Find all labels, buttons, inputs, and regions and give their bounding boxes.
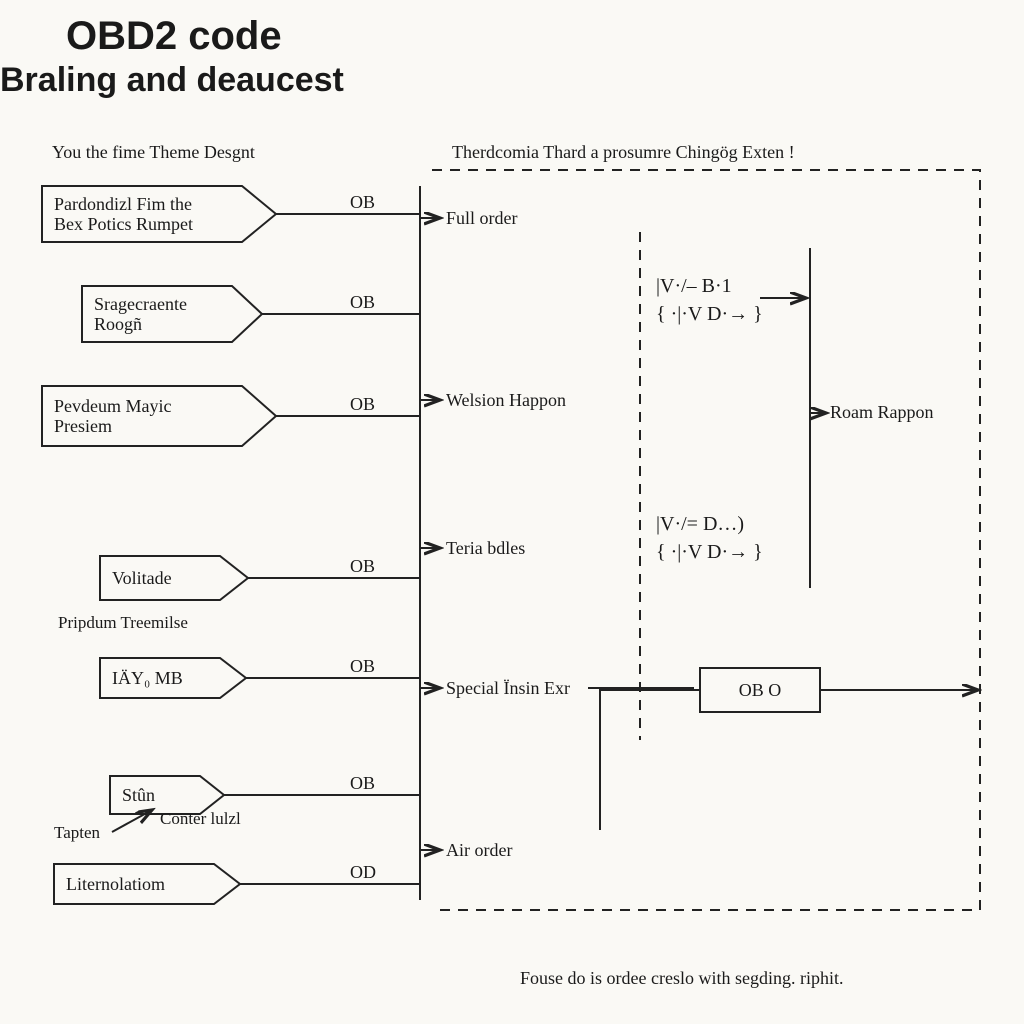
svg-text:OB: OB xyxy=(350,292,375,312)
svg-text:Pripdum Treemilse: Pripdum Treemilse xyxy=(58,613,188,632)
diagram-svg: Pardondizl Fim theBex Potics Rumpet OB Sra… xyxy=(0,0,1024,1024)
svg-text:Roogñ: Roogñ xyxy=(94,314,142,334)
svg-text:Teria bdles: Teria bdles xyxy=(446,538,525,558)
svg-text:{ ·|·V D·→ }: { ·|·V D·→ } xyxy=(656,541,763,563)
svg-text:Volitade: Volitade xyxy=(112,568,172,588)
svg-text:OD: OD xyxy=(350,862,376,882)
svg-text:Stûn: Stûn xyxy=(122,785,155,805)
svg-text:Tapten: Tapten xyxy=(54,823,101,842)
svg-text:OB: OB xyxy=(350,556,375,576)
svg-text:Pardondizl Fim the: Pardondizl Fim the xyxy=(54,194,192,214)
svg-text:Roam Rappon: Roam Rappon xyxy=(830,402,934,422)
svg-text:Special Ïnsin Exr: Special Ïnsin Exr xyxy=(446,678,570,698)
svg-text:Welsion Happon: Welsion Happon xyxy=(446,390,566,410)
svg-text:Conter lulzl: Conter lulzl xyxy=(160,809,241,828)
svg-text:Air order: Air order xyxy=(446,840,512,860)
svg-text:OB: OB xyxy=(350,773,375,793)
svg-text:Full order: Full order xyxy=(446,208,518,228)
svg-text:OB: OB xyxy=(350,656,375,676)
svg-text:|V·/= D…): |V·/= D…) xyxy=(656,513,744,535)
svg-text:Sragecraente: Sragecraente xyxy=(94,294,187,314)
svg-text:Pevdeum Mayic: Pevdeum Mayic xyxy=(54,396,171,416)
svg-text:{ ·|·V D·→ }: { ·|·V D·→ } xyxy=(656,303,763,325)
svg-text:|V·/– B·1: |V·/– B·1 xyxy=(656,275,732,297)
svg-text:OB: OB xyxy=(350,192,375,212)
svg-text:OB O: OB O xyxy=(739,680,782,700)
svg-text:Liternolatiom: Liternolatiom xyxy=(66,874,165,894)
svg-text:Presiem: Presiem xyxy=(54,416,112,436)
svg-text:OB: OB xyxy=(350,394,375,414)
svg-text:Bex Potics Rumpet: Bex Potics Rumpet xyxy=(54,214,193,234)
svg-text:IÄY₀ MB: IÄY₀ MB xyxy=(112,668,183,688)
